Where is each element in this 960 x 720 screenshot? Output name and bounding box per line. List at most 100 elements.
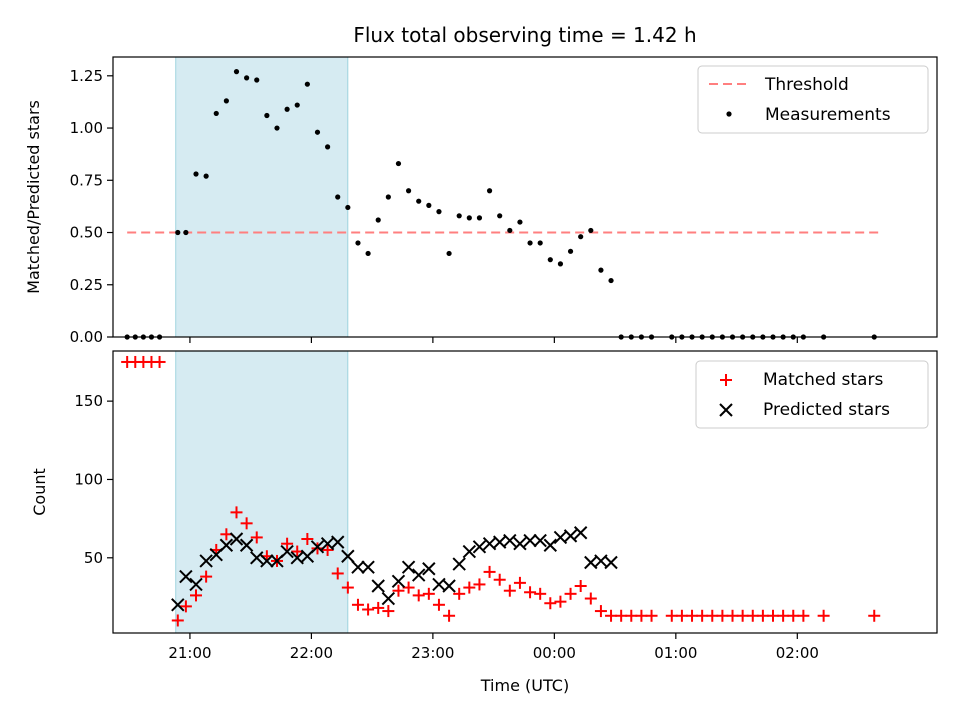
matched-star-point xyxy=(625,609,638,622)
bottom-x-ticks: 21:00 22:00 23:00 00:00 01:00 02:00 xyxy=(168,633,819,662)
measurement-point xyxy=(436,209,442,215)
y-tick-label: 1.25 xyxy=(70,67,103,85)
predicted-stars-points xyxy=(171,526,618,612)
matched-star-point xyxy=(564,587,577,600)
matched-star-point xyxy=(868,609,881,622)
matched-star-point xyxy=(422,587,435,600)
predicted-star-point xyxy=(381,591,396,606)
matched-star-point xyxy=(675,609,688,622)
predicted-star-point xyxy=(472,540,487,554)
matched-star-point xyxy=(250,531,263,544)
predicted-star-point xyxy=(371,579,385,593)
measurement-point xyxy=(233,69,240,75)
matched-star-point xyxy=(483,565,496,578)
matched-star-point xyxy=(767,609,780,622)
predicted-star-point xyxy=(391,574,406,589)
matched-star-point xyxy=(635,609,648,622)
predicted-star-point xyxy=(523,533,537,548)
measurement-point xyxy=(294,102,300,108)
matched-star-point xyxy=(382,605,395,618)
legend-matched-label: Matched stars xyxy=(763,370,883,390)
measurement-point xyxy=(395,160,402,167)
predicted-star-point xyxy=(412,568,426,582)
measurement-point xyxy=(244,75,250,81)
x-tick-label: 00:00 xyxy=(533,644,576,662)
matched-star-point xyxy=(534,587,547,600)
measurement-point xyxy=(365,250,371,257)
matched-star-point xyxy=(281,537,294,550)
measurement-point xyxy=(608,277,614,284)
measurement-point xyxy=(264,112,270,119)
predicted-star-point xyxy=(171,598,185,612)
matched-star-point xyxy=(372,601,385,614)
measurement-point xyxy=(588,227,594,234)
measurement-point xyxy=(254,77,260,83)
bottom-highlight-span xyxy=(175,350,349,634)
measurement-point xyxy=(416,198,422,204)
matched-star-point xyxy=(706,609,719,622)
matched-star-point xyxy=(615,609,628,622)
measurement-point xyxy=(314,129,321,135)
matched-star-point xyxy=(503,584,516,597)
matched-star-point xyxy=(412,589,425,602)
matched-star-point xyxy=(544,597,557,610)
predicted-star-point xyxy=(250,551,264,565)
matched-star-point xyxy=(746,609,759,622)
matched-star-point xyxy=(392,584,405,597)
top-axes-frame xyxy=(112,56,938,338)
top-x-ticks xyxy=(189,337,798,343)
predicted-star-point xyxy=(573,526,588,540)
bottom-legend: Matched stars Predicted stars xyxy=(695,360,929,429)
measurement-point xyxy=(385,194,391,200)
x-axis-label: Time (UTC) xyxy=(480,676,569,695)
matched-star-point xyxy=(432,598,445,611)
predicted-star-point xyxy=(604,555,618,570)
predicted-star-point xyxy=(280,544,294,559)
matched-star-point xyxy=(200,570,213,583)
predicted-star-point xyxy=(351,560,365,574)
matched-star-point xyxy=(331,567,344,580)
x-tick-label: 02:00 xyxy=(776,644,819,662)
matched-star-point xyxy=(301,533,314,545)
y-tick-label: 150 xyxy=(74,392,103,410)
predicted-star-point xyxy=(229,532,244,546)
y-tick-label: 50 xyxy=(84,549,103,567)
predicted-star-point xyxy=(543,538,558,552)
predicted-star-point xyxy=(341,549,355,563)
bottom-y-ticks: 50 100 150 xyxy=(74,392,113,567)
y-tick-label: 0.50 xyxy=(70,224,103,242)
predicted-star-point xyxy=(513,536,527,551)
measurement-point xyxy=(598,267,604,273)
measurement-point xyxy=(223,98,229,104)
matched-star-point xyxy=(665,609,678,622)
measurement-point xyxy=(527,240,533,246)
measurement-point xyxy=(345,204,351,211)
matched-star-point xyxy=(453,587,466,600)
measurement-point xyxy=(335,194,341,200)
matched-stars-points xyxy=(121,355,881,627)
matched-star-point xyxy=(240,517,253,530)
matched-star-point xyxy=(696,609,709,622)
measurement-point xyxy=(547,257,553,263)
measurement-point xyxy=(284,106,290,112)
predicted-star-point xyxy=(422,562,436,576)
measurement-point xyxy=(456,213,462,219)
matched-star-point xyxy=(463,581,476,594)
y-tick-label: 100 xyxy=(74,470,103,488)
matched-star-point xyxy=(341,581,354,594)
measurement-point xyxy=(497,213,503,219)
matched-star-point xyxy=(351,598,364,611)
measurement-point xyxy=(537,240,543,246)
measurement-point xyxy=(355,240,361,246)
measurement-point xyxy=(203,173,209,179)
matched-star-point xyxy=(513,576,526,589)
top-panel: 0.00 0.25 0.50 0.75 1.00 1.25 Matched/Predict… xyxy=(24,56,938,346)
measurement-point xyxy=(567,248,574,254)
measurement-point xyxy=(193,171,199,177)
matched-star-point xyxy=(584,592,597,605)
y-tick-label: 0.75 xyxy=(70,171,103,189)
measurement-point xyxy=(175,229,181,236)
bottom-y-axis-label: Count xyxy=(30,468,49,516)
matched-star-point xyxy=(736,609,749,622)
